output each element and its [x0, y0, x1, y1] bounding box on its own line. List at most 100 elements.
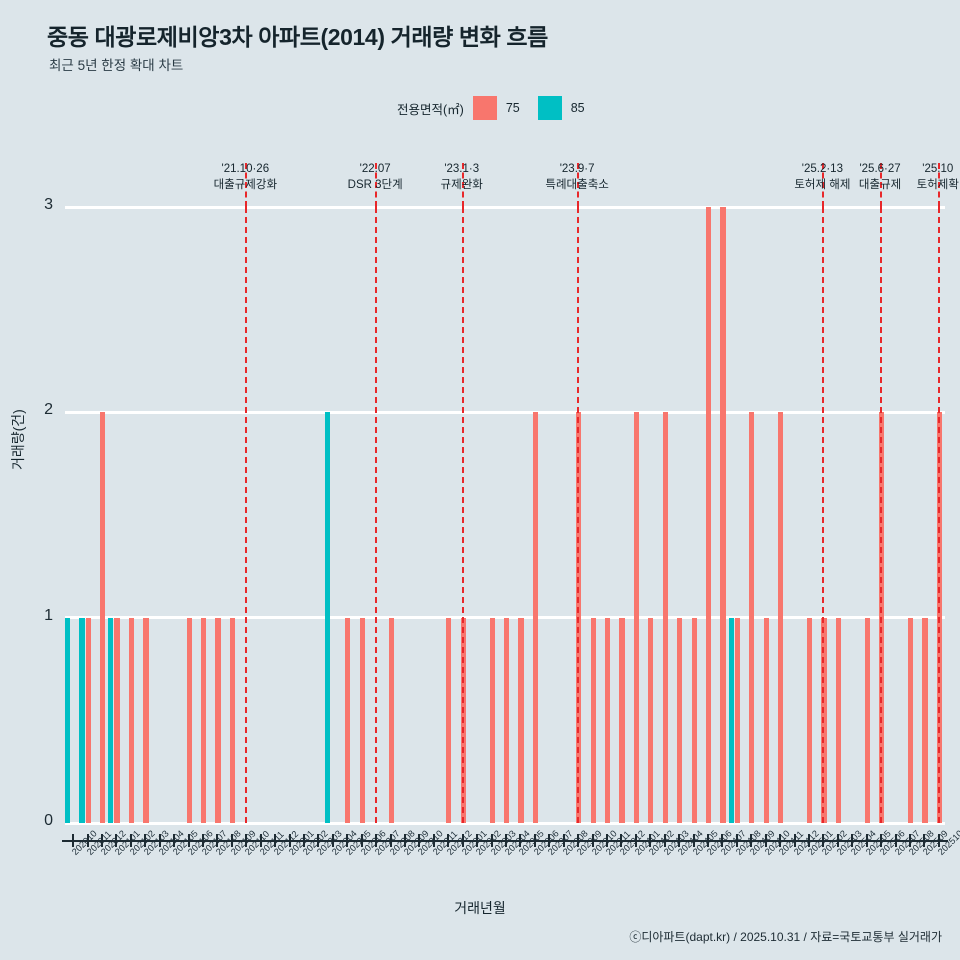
bar[interactable] [114, 617, 120, 823]
x-tick [86, 834, 89, 847]
event-line-stub [822, 163, 825, 207]
x-tick [129, 834, 132, 847]
legend-label-75: 75 [505, 101, 520, 115]
x-tick [836, 834, 839, 847]
event-date: '25.10 [922, 163, 954, 175]
bar[interactable] [604, 617, 611, 823]
bar[interactable] [388, 617, 394, 823]
footer-credit: ⓒ디아파트(dapt.kr) / 2025.10.31 / 자료=국토교통부 실… [629, 930, 942, 944]
bar[interactable] [359, 617, 365, 823]
x-tick [505, 834, 507, 847]
bar[interactable] [662, 412, 668, 823]
bar[interactable] [677, 617, 683, 823]
event-line [245, 207, 248, 823]
x-tick [865, 834, 868, 847]
bar[interactable] [229, 617, 236, 823]
bar[interactable] [806, 617, 813, 823]
bar[interactable] [763, 617, 769, 823]
legend-title: 전용면적(㎡) [397, 102, 464, 117]
bar[interactable] [108, 617, 114, 823]
bar[interactable] [489, 617, 495, 823]
event-line [822, 207, 825, 823]
bar[interactable] [691, 617, 697, 823]
event-line [577, 207, 580, 823]
bar[interactable] [324, 412, 330, 823]
bar[interactable] [922, 617, 928, 823]
x-tick [519, 834, 522, 847]
x-tick [894, 834, 897, 847]
bar[interactable] [864, 617, 870, 823]
event-line-stub [880, 163, 883, 207]
x-tick [548, 834, 551, 847]
x-tick [793, 834, 796, 847]
x-tick [259, 834, 262, 847]
x-tick [389, 834, 392, 847]
x-tick [158, 834, 161, 847]
bar[interactable] [590, 617, 596, 823]
x-tick [692, 834, 695, 847]
bar[interactable] [619, 617, 625, 823]
y-tick-label: 2 [44, 401, 53, 419]
gridline-0 [65, 821, 945, 825]
x-tick [937, 834, 940, 847]
x-tick [144, 834, 147, 847]
bar[interactable] [504, 617, 510, 823]
x-tick [779, 834, 782, 847]
gridline-1 [65, 616, 945, 620]
bar[interactable] [79, 617, 85, 823]
x-tick [605, 834, 608, 847]
x-tick [274, 834, 277, 847]
bar[interactable] [215, 617, 221, 823]
bar[interactable] [518, 617, 524, 823]
event-line [461, 207, 464, 823]
event-line-stub [461, 163, 464, 207]
bar[interactable] [143, 617, 149, 823]
event-label: '25.10 토허제확 [858, 161, 960, 194]
bar[interactable] [85, 617, 91, 823]
bar[interactable] [720, 207, 726, 823]
x-tick [678, 834, 681, 847]
x-tick [649, 834, 652, 847]
bar[interactable] [907, 617, 914, 823]
x-tick [331, 834, 334, 847]
x-tick [418, 834, 421, 847]
bar[interactable] [728, 617, 734, 823]
bar[interactable] [705, 207, 712, 823]
x-tick [908, 834, 911, 847]
legend-swatch-75[interactable] [472, 96, 497, 120]
x-tick [562, 834, 565, 847]
bar[interactable] [128, 617, 135, 823]
x-tick [230, 834, 233, 847]
x-tick [880, 834, 883, 847]
x-tick [807, 834, 810, 847]
bar[interactable] [734, 617, 740, 823]
bar[interactable] [65, 617, 71, 823]
bar[interactable] [446, 617, 452, 823]
legend-swatch-85[interactable] [537, 96, 562, 120]
bar[interactable] [186, 617, 192, 823]
x-tick [187, 834, 190, 847]
gridline-2 [65, 410, 945, 414]
bar[interactable] [345, 617, 351, 823]
x-tick [735, 834, 738, 847]
bar[interactable] [633, 412, 640, 823]
x-tick [663, 834, 666, 847]
bar[interactable] [749, 412, 755, 823]
bar[interactable] [532, 412, 539, 823]
x-tick [303, 834, 306, 847]
bar[interactable] [100, 412, 106, 823]
bar[interactable] [835, 617, 841, 823]
x-tick [216, 834, 219, 847]
bar[interactable] [778, 412, 784, 823]
x-tick [923, 834, 926, 847]
x-tick [822, 834, 825, 847]
event-line [375, 207, 378, 823]
bar[interactable] [648, 617, 654, 823]
event-text: 토허제확 [916, 179, 959, 191]
x-tick [533, 834, 536, 847]
page-subtitle: 최근 5년 한정 확대 차트 [49, 58, 184, 73]
x-tick [706, 834, 709, 847]
event-line-stub [245, 163, 248, 207]
bar[interactable] [201, 617, 207, 823]
